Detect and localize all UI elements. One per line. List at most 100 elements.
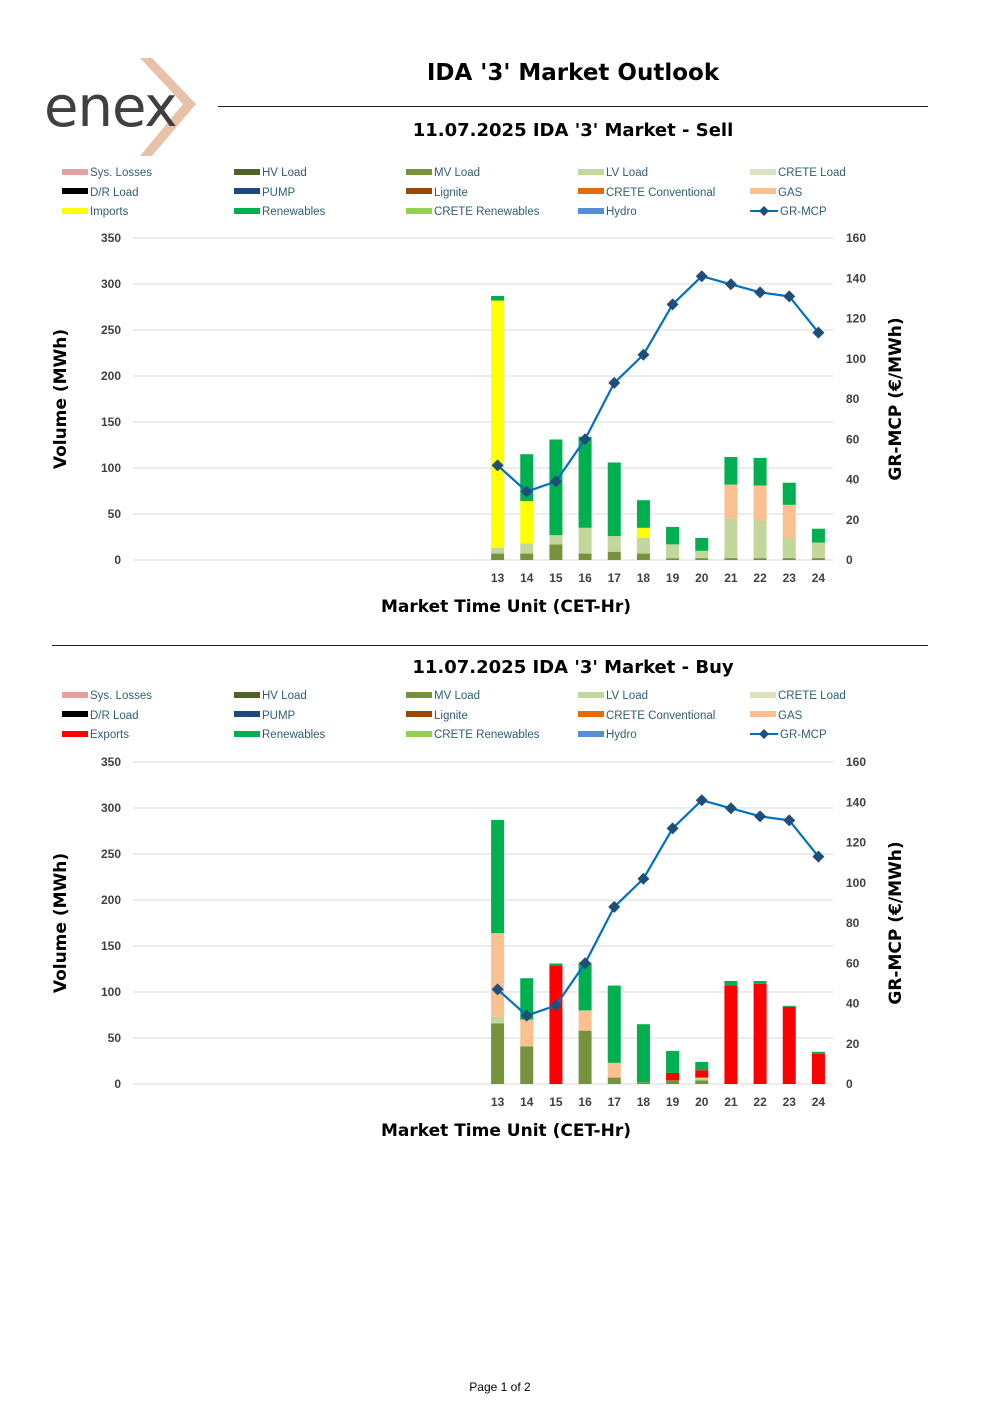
legend-label: CRETE Load bbox=[778, 690, 846, 702]
legend-item-hydro: Hydro bbox=[578, 205, 637, 219]
legend-label: Sys. Losses bbox=[90, 690, 152, 702]
logo-text: enex bbox=[44, 75, 177, 140]
legend-label: D/R Load bbox=[90, 709, 139, 722]
legend-swatch bbox=[62, 207, 88, 214]
legend-label: GAS bbox=[778, 186, 803, 199]
plot-area: 0 50 100 150 200 250 300 350 0 20 40 60 80 100 120 140 1… bbox=[51, 757, 906, 1141]
legend-swatch bbox=[578, 691, 604, 698]
y2-tick-label: 0 bbox=[846, 1077, 853, 1091]
bar-mv-load-23 bbox=[782, 558, 796, 560]
bar-mv-load-21 bbox=[724, 558, 738, 560]
legend-item-exports: Exports bbox=[62, 728, 129, 742]
legend-label: Lignite bbox=[434, 709, 468, 722]
line-point-21 bbox=[724, 802, 737, 815]
legend-item-hv-load: HV Load bbox=[234, 166, 307, 180]
line-point-16 bbox=[579, 433, 592, 446]
legend-item-crete-conventional: CRETE Conventional bbox=[578, 186, 715, 200]
y2-axis-title: GR-MCP (€/MWh) bbox=[886, 841, 906, 1004]
legend-label: Renewables bbox=[262, 729, 326, 741]
bar-lv-load-20 bbox=[695, 1077, 709, 1081]
x-tick-label: 23 bbox=[783, 571, 797, 585]
bar-mv-load-20 bbox=[695, 1080, 709, 1084]
legend-item-lignite: Lignite bbox=[406, 709, 468, 723]
series-line-gr-mcp bbox=[496, 799, 820, 1017]
y-tick-label: 350 bbox=[101, 757, 121, 769]
page-number: Page 1 of 2 bbox=[469, 1380, 531, 1394]
x-tick-label: 22 bbox=[753, 1095, 767, 1109]
bar-renewables-22 bbox=[753, 457, 767, 486]
legend-swatch bbox=[578, 168, 604, 175]
plot-area: 0 50 100 150 200 250 300 350 0 20 40 60 80 100 120 140 1… bbox=[51, 233, 906, 617]
bar-imports-18 bbox=[636, 527, 650, 538]
y-tick-label: 350 bbox=[101, 233, 121, 245]
legend-swatch bbox=[406, 711, 432, 718]
legend-item-imports: Imports bbox=[62, 205, 128, 219]
y2-tick-label: 160 bbox=[846, 757, 866, 769]
legend-label: LV Load bbox=[606, 167, 648, 179]
bar-lv-load-14 bbox=[520, 543, 534, 554]
legend-item-crete-conventional: CRETE Conventional bbox=[578, 709, 715, 723]
bar-renewables-19 bbox=[666, 526, 680, 545]
y-axis-title: Volume (MWh) bbox=[51, 329, 71, 469]
y2-tick-label: 100 bbox=[846, 352, 866, 366]
bar-renewables-19 bbox=[666, 1050, 680, 1073]
legend-label: CRETE Conventional bbox=[606, 186, 716, 199]
x-tick-label: 20 bbox=[695, 1095, 709, 1109]
y2-tick-label: 140 bbox=[846, 795, 866, 809]
bar-gas-21 bbox=[724, 484, 738, 519]
legend-item-hydro: Hydro bbox=[578, 728, 637, 742]
bar-renewables-23 bbox=[782, 482, 796, 505]
legend-swatch bbox=[406, 207, 432, 214]
bar-mv-load-19 bbox=[666, 558, 680, 560]
bar-renewables-16 bbox=[578, 436, 592, 528]
bar-mv-load-18 bbox=[636, 553, 650, 560]
bar-mv-load-15 bbox=[549, 544, 563, 560]
bar-renewables-18 bbox=[636, 500, 650, 528]
bar-gas-23 bbox=[782, 504, 796, 538]
bar-mv-load-14 bbox=[520, 553, 534, 560]
legend-swatch bbox=[62, 168, 88, 175]
legend-swatch bbox=[234, 207, 260, 214]
legend-swatch bbox=[234, 730, 260, 737]
legend-item-pump: PUMP bbox=[234, 709, 295, 723]
x-tick-label: 16 bbox=[578, 1095, 592, 1109]
legend-label: GR-MCP bbox=[780, 206, 827, 218]
line-point-13 bbox=[491, 459, 504, 472]
legend-item-sys-losses: Sys. Losses bbox=[62, 689, 152, 703]
line-point-14 bbox=[520, 485, 533, 498]
sell-chart: 11.07.2025 IDA '3' Market - Sell Sys. Lo… bbox=[0, 118, 1000, 628]
x-axis-title: Market Time Unit (CET-Hr) bbox=[381, 597, 631, 617]
bar-exports-15 bbox=[549, 965, 563, 1084]
legend-swatch bbox=[750, 168, 776, 175]
bar-mv-load-18 bbox=[636, 1082, 650, 1084]
bar-renewables-17 bbox=[607, 462, 621, 537]
bar-exports-19 bbox=[666, 1072, 680, 1081]
bar-renewables-16 bbox=[578, 962, 592, 1011]
legend-label: Hydro bbox=[606, 206, 637, 218]
bar-exports-20 bbox=[695, 1070, 709, 1078]
legend-swatch bbox=[578, 711, 604, 718]
y-tick-label: 200 bbox=[101, 893, 121, 907]
legend-item-renewables: Renewables bbox=[234, 728, 325, 742]
bar-imports-14 bbox=[520, 501, 534, 544]
x-tick-label: 21 bbox=[724, 1095, 738, 1109]
legend-item-gr-mcp: GR-MCP bbox=[750, 205, 827, 219]
bar-mv-load-13 bbox=[491, 1023, 505, 1084]
bar-renewables-13 bbox=[491, 819, 505, 934]
legend-label: Exports bbox=[90, 729, 129, 741]
logo-chevron bbox=[140, 58, 196, 156]
x-tick-label: 19 bbox=[666, 571, 680, 585]
legend-swatch bbox=[750, 691, 776, 698]
bar-renewables-24 bbox=[811, 1051, 825, 1054]
enex-logo: enex bbox=[44, 58, 196, 156]
legend-swatch bbox=[578, 730, 604, 737]
bar-renewables-21 bbox=[724, 456, 738, 485]
line-point-18 bbox=[637, 348, 650, 361]
legend-line-marker bbox=[750, 205, 778, 216]
legend-label: PUMP bbox=[262, 709, 296, 722]
bar-lv-load-24 bbox=[811, 542, 825, 559]
legend-item-gas: GAS bbox=[750, 186, 802, 200]
bar-renewables-24 bbox=[811, 528, 825, 543]
line-point-19 bbox=[666, 822, 679, 835]
bar-renewables-20 bbox=[695, 537, 709, 551]
